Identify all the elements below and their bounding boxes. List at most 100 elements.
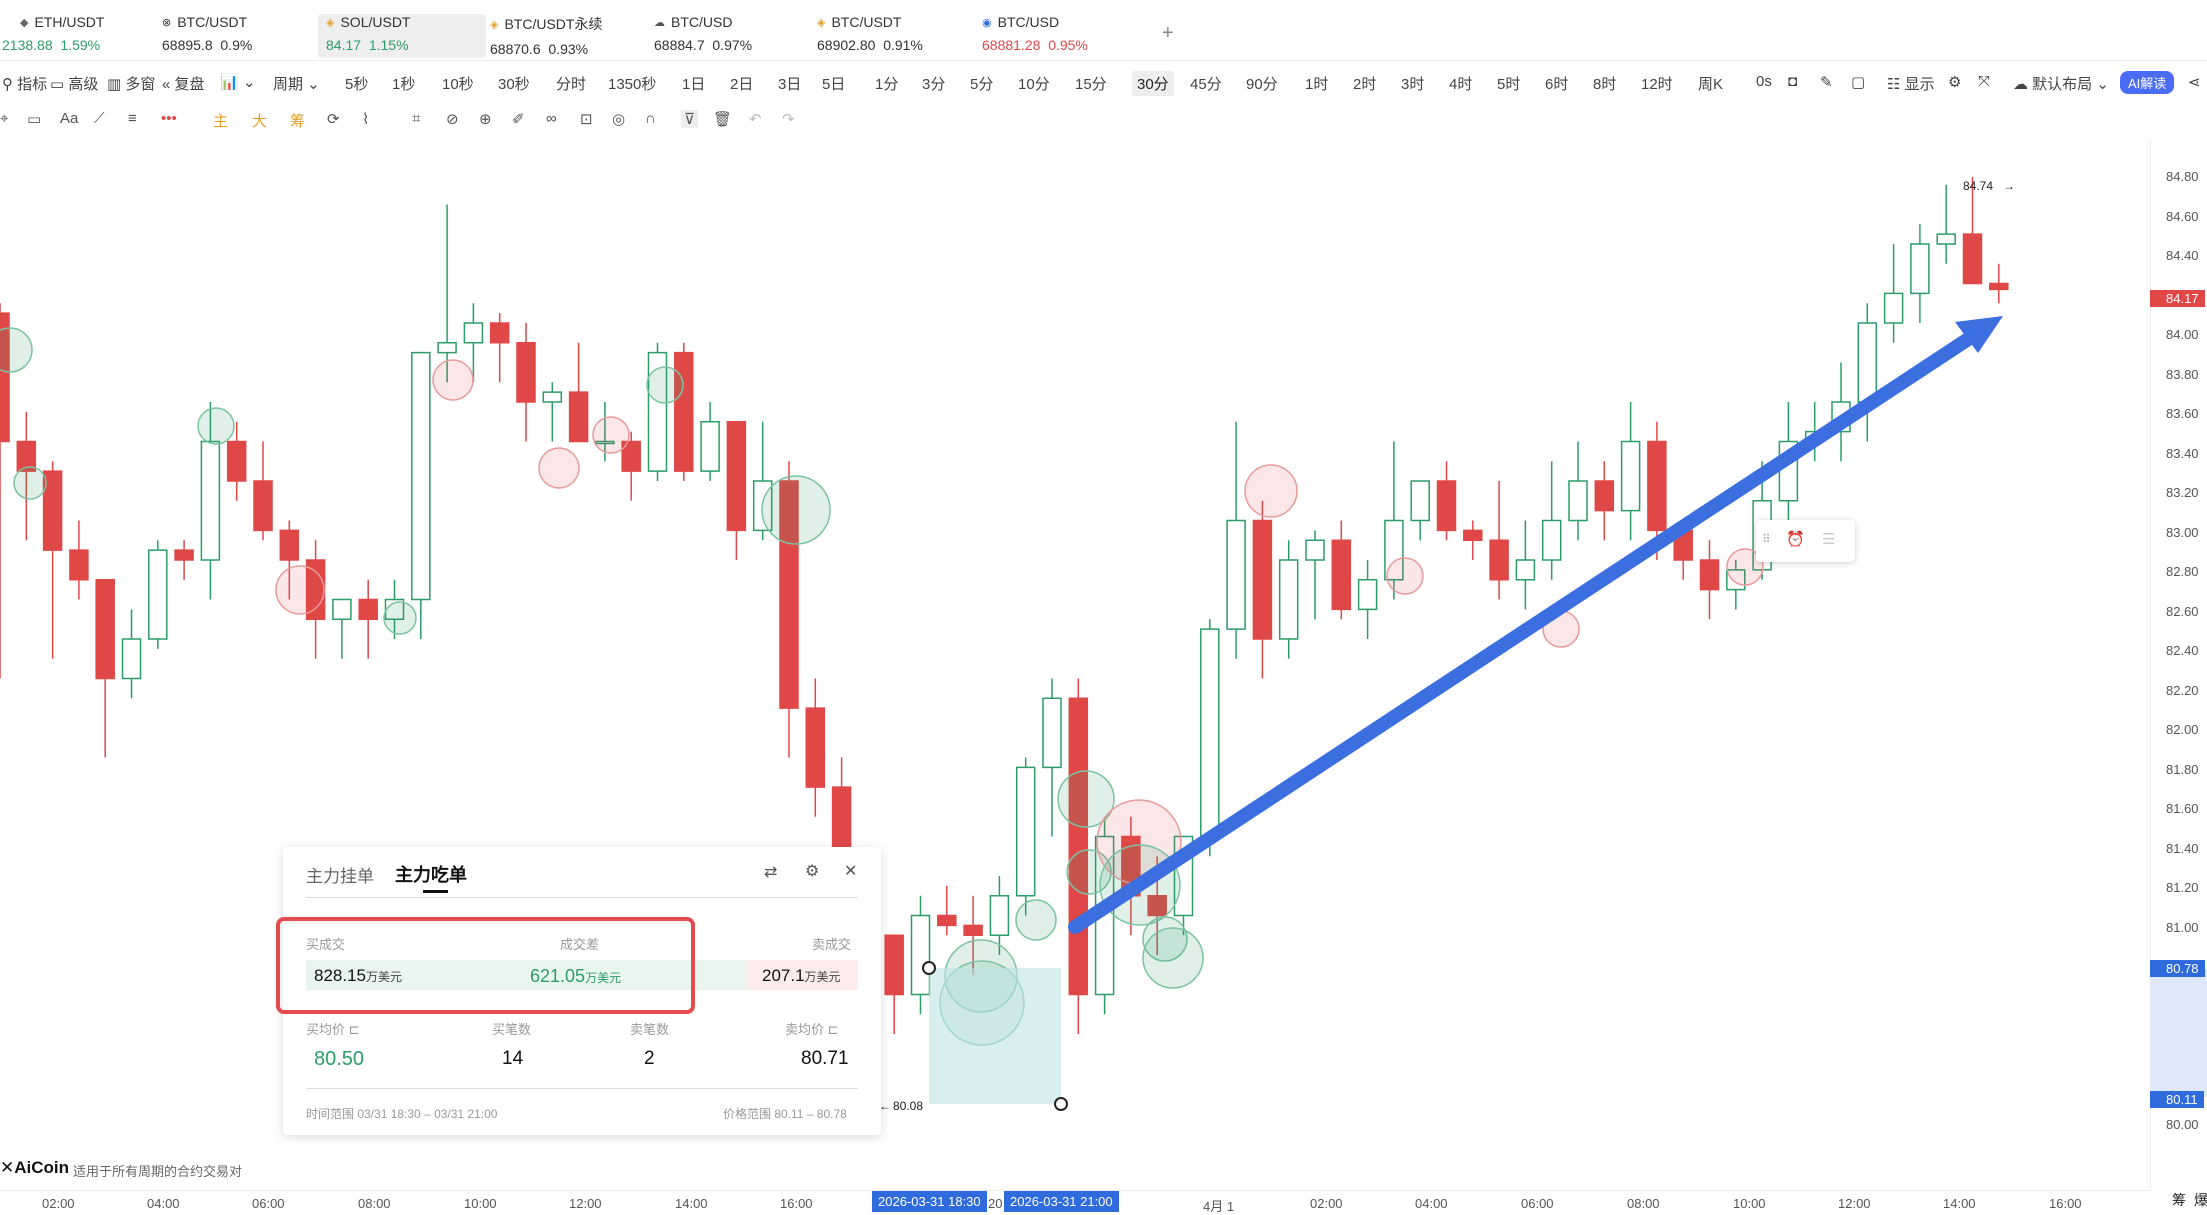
zoom-icon[interactable]: ⊕: [479, 111, 492, 128]
candle-body[interactable]: [937, 914, 957, 927]
candle-body[interactable]: [95, 579, 115, 680]
candle-body[interactable]: [1910, 243, 1930, 295]
candle-body[interactable]: [253, 480, 273, 532]
large-order-bubble[interactable]: [1386, 557, 1424, 595]
interval-22[interactable]: 5时: [1497, 76, 1521, 93]
candle-body[interactable]: [1357, 579, 1378, 611]
settings-lines-icon[interactable]: ☰: [1822, 531, 1836, 548]
symbol-tab[interactable]: ☁ BTC/USD 68884.7 0.97%: [654, 14, 753, 53]
indicators-button[interactable]: ⚲ 指标: [2, 76, 48, 93]
large-order-bubble[interactable]: [1015, 899, 1057, 941]
candle-body[interactable]: [1962, 233, 1983, 285]
eye-icon[interactable]: ◎: [612, 111, 626, 128]
interval-6[interactable]: 1日: [682, 76, 706, 93]
large-order-bubble[interactable]: [383, 601, 417, 635]
candle-body[interactable]: [69, 549, 89, 581]
interval-3[interactable]: 30秒: [498, 76, 530, 93]
ruler-icon[interactable]: ⊘: [446, 111, 459, 128]
interval-11[interactable]: 3分: [922, 76, 946, 93]
candle-body[interactable]: [1331, 539, 1352, 611]
range-handle[interactable]: [1054, 1097, 1068, 1111]
candle-body[interactable]: [910, 914, 931, 996]
candle-body[interactable]: [516, 342, 536, 403]
large-order-bubble[interactable]: [538, 447, 580, 489]
large-order-bubble[interactable]: [197, 407, 235, 445]
interval-10[interactable]: 1分: [875, 76, 899, 93]
candle-body[interactable]: [0, 312, 10, 443]
brush-icon[interactable]: ✐: [512, 111, 525, 128]
candle-body[interactable]: [437, 342, 457, 354]
ai-interpret-button[interactable]: AI解读: [2120, 71, 2175, 94]
candle-body[interactable]: [963, 924, 983, 936]
interval-13[interactable]: 10分: [1018, 76, 1050, 93]
large-order-bubble[interactable]: [275, 565, 325, 615]
large-order-bubble[interactable]: [761, 475, 831, 545]
large-order-bubble[interactable]: [1057, 770, 1115, 828]
candle-body[interactable]: [226, 440, 247, 482]
replay-button[interactable]: « 复盘: [162, 76, 205, 93]
candle-body[interactable]: [1489, 539, 1509, 581]
candle-body[interactable]: [1541, 519, 1562, 561]
candle-body[interactable]: [1647, 440, 1667, 532]
candle-body[interactable]: [674, 351, 694, 472]
large-order-button[interactable]: 大: [252, 113, 268, 130]
fullscreen-icon[interactable]: ⤧: [1978, 73, 1991, 90]
lines-icon[interactable]: ≡: [128, 110, 137, 127]
interval-16[interactable]: 45分: [1190, 76, 1222, 93]
candle-body[interactable]: [726, 421, 747, 532]
advanced-button[interactable]: ▭ 高级: [50, 76, 99, 93]
candle-body[interactable]: [1147, 895, 1167, 917]
candle-body[interactable]: [805, 707, 826, 788]
liquidation-label[interactable]: 爆: [2194, 1192, 2207, 1208]
interval-5[interactable]: 1350秒: [608, 76, 657, 93]
line-icon[interactable]: ⟋: [94, 110, 105, 127]
candle-body[interactable]: [1515, 559, 1536, 581]
swap-icon[interactable]: ⇄: [764, 864, 778, 881]
undo-icon[interactable]: ↶: [749, 111, 762, 128]
interval-24[interactable]: 8时: [1593, 76, 1617, 93]
interval-15[interactable]: 30分: [1132, 71, 1174, 96]
close-icon[interactable]: ✕: [844, 863, 858, 880]
price-axis[interactable]: [2150, 140, 2207, 1190]
more-dots-icon[interactable]: •••: [161, 110, 177, 127]
chart-type-button[interactable]: 📊 ⌄: [220, 74, 256, 91]
candle-body[interactable]: [1436, 480, 1457, 532]
interval-2[interactable]: 10秒: [442, 76, 474, 93]
candle-body[interactable]: [1989, 282, 2009, 291]
interval-9[interactable]: 5日: [822, 76, 846, 93]
large-order-bubble[interactable]: [1726, 548, 1764, 586]
candle-body[interactable]: [1463, 529, 1483, 541]
candle-body[interactable]: [884, 934, 904, 996]
candle-body[interactable]: [568, 391, 589, 443]
candle-body[interactable]: [647, 351, 668, 472]
candle-body[interactable]: [1226, 519, 1246, 630]
candle-body[interactable]: [1568, 480, 1588, 522]
interval-7[interactable]: 2日: [730, 76, 754, 93]
settings-icon[interactable]: ⚙: [1948, 74, 1962, 91]
interval-4[interactable]: 分时: [556, 76, 587, 93]
pen-icon[interactable]: ✎: [1820, 74, 1833, 91]
candle-body[interactable]: [1015, 766, 1036, 897]
symbol-tab[interactable]: ◉ BTC/USD 68881.28 0.95%: [982, 14, 1088, 53]
interval-20[interactable]: 3时: [1401, 76, 1425, 93]
large-order-bubble[interactable]: [646, 366, 684, 404]
camera-icon[interactable]: ◘: [1788, 73, 1798, 90]
candle-body[interactable]: [1305, 539, 1325, 561]
comment-icon[interactable]: ▢: [1851, 74, 1866, 91]
symbol-tab[interactable]: ◈ BTC/USDT永续 68870.6 0.93%: [490, 16, 603, 57]
chip-label[interactable]: 筹: [2172, 1192, 2186, 1208]
floating-toolbox[interactable]: ⠿ ⏰ ☰: [1756, 520, 1855, 562]
cursor-icon[interactable]: ⌖: [0, 110, 9, 127]
filter-icon[interactable]: ⊽: [681, 110, 698, 128]
candle-body[interactable]: [621, 440, 641, 472]
interval-19[interactable]: 2时: [1353, 76, 1377, 93]
gear-icon[interactable]: ⚙: [805, 863, 820, 880]
candle-body[interactable]: [1883, 292, 1904, 324]
candle-body[interactable]: [411, 351, 431, 601]
candle-body[interactable]: [1068, 697, 1089, 996]
symbol-tab[interactable]: ◈ BTC/USDT 68902.80 0.91%: [817, 14, 923, 53]
candle-body[interactable]: [1252, 519, 1273, 640]
rectangle-icon[interactable]: ▭: [27, 111, 42, 128]
candle-body[interactable]: [595, 440, 615, 445]
candle-body[interactable]: [700, 421, 720, 472]
